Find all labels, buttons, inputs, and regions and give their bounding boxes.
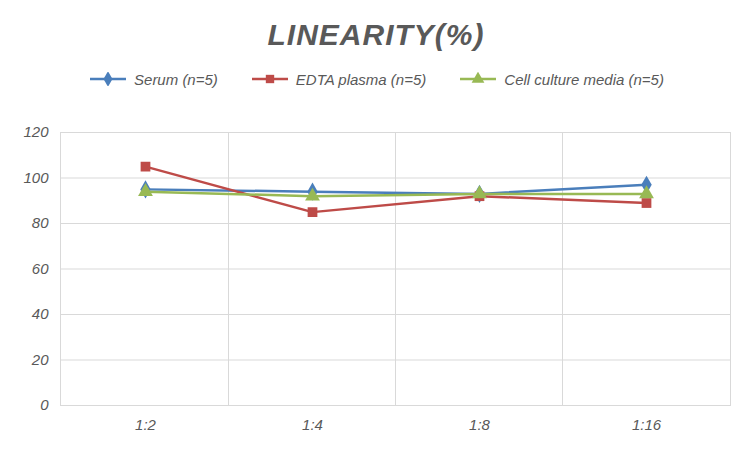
- svg-text:0: 0: [40, 396, 49, 413]
- svg-text:80: 80: [32, 214, 49, 231]
- html-text:Cell culture media (n=5): Cell culture media (n=5): [504, 70, 664, 88]
- svg-text:120: 120: [23, 123, 49, 140]
- svg-text:20: 20: [31, 351, 49, 368]
- svg-text:1:4: 1:4: [302, 416, 323, 433]
- svg-text:40: 40: [32, 305, 49, 322]
- html-text:EDTA plasma (n=5): EDTA plasma (n=5): [295, 70, 427, 88]
- svg-text:100: 100: [23, 169, 49, 186]
- html-text:Serum (n=5): Serum (n=5): [134, 70, 218, 88]
- html-text:LINEARITY(%): LINEARITY(%): [267, 18, 485, 51]
- svg-text:1:2: 1:2: [135, 416, 157, 433]
- svg-text:60: 60: [32, 260, 49, 277]
- svg-text:1:8: 1:8: [469, 416, 491, 433]
- svg-text:1:16: 1:16: [632, 416, 662, 433]
